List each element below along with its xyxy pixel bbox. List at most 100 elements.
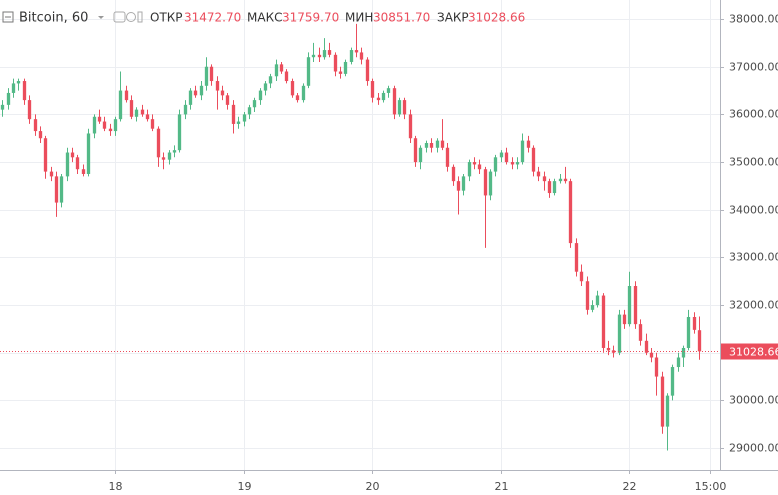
candle-body [408, 114, 413, 139]
candle-body [392, 88, 397, 115]
candle-body [193, 90, 198, 96]
candle-body [579, 271, 584, 282]
last-price-box [721, 343, 778, 360]
candle-body [225, 95, 230, 105]
candle-body [542, 176, 547, 182]
legend-value: 31759.70 [282, 11, 339, 25]
candle-body [33, 119, 38, 132]
settings-icon[interactable] [126, 12, 136, 22]
candle-body [333, 54, 338, 72]
candle-body [70, 152, 75, 158]
close-icon[interactable] [137, 11, 143, 23]
candle-body [188, 90, 193, 105]
candle-body [670, 367, 675, 396]
candle-body [220, 90, 225, 96]
candle-body [638, 324, 643, 341]
candle-body [649, 352, 654, 358]
candle-body [247, 107, 252, 115]
candle-body [397, 100, 402, 115]
candle-body [215, 81, 220, 91]
y-tick-label: 38000.00 [729, 13, 778, 26]
candle-body [697, 330, 702, 352]
candle-body [22, 81, 27, 101]
candle-body [263, 83, 268, 91]
candle-body [526, 140, 531, 148]
candle-body [183, 104, 188, 115]
candle-body [456, 181, 461, 191]
candle-body [236, 121, 241, 124]
candle-body [376, 97, 381, 101]
candle-body [118, 90, 123, 120]
candle-body [209, 66, 214, 82]
candle-body [274, 64, 279, 77]
plot [0, 23, 720, 451]
candle-body [365, 59, 370, 82]
candle-body [167, 152, 172, 160]
candle-body [413, 138, 418, 163]
candle-body [574, 243, 579, 272]
candle-body [515, 162, 520, 165]
symbol-title: Bitcoin, 60 [19, 11, 88, 26]
candle-body [284, 71, 289, 82]
eye-icon[interactable] [113, 11, 126, 23]
candle-body [290, 81, 295, 96]
candle-body [499, 152, 504, 158]
candle-body [585, 281, 590, 310]
candle-body [381, 92, 386, 101]
candle-body [27, 100, 32, 120]
candle-body [563, 178, 568, 182]
candle-body [49, 171, 54, 177]
candle-body [311, 54, 316, 58]
candle-body [435, 140, 440, 148]
candle-body [451, 166, 456, 182]
candle-body [467, 162, 472, 177]
x-tick-label: 15:00 [695, 480, 727, 493]
candle-body [102, 121, 107, 129]
candle-body [54, 176, 59, 203]
candle-body [354, 50, 359, 53]
candle-body [349, 50, 354, 62]
candle-body [558, 178, 563, 182]
candle-body [676, 357, 681, 368]
x-tick-label: 22 [623, 480, 637, 493]
legend-label: ЗАКР [437, 11, 469, 25]
candle-body [493, 157, 498, 172]
candle-body [429, 143, 434, 148]
candle-body [552, 181, 557, 194]
candle-body [199, 85, 204, 96]
candle-body [327, 50, 332, 55]
y-tick-label: 35000.00 [729, 156, 778, 169]
dropdown-icon[interactable] [98, 16, 104, 19]
candle-body [520, 140, 525, 163]
y-tick-label: 37000.00 [729, 61, 778, 74]
candle-body [338, 71, 343, 74]
candle-body [504, 152, 509, 163]
candle-body [295, 95, 300, 101]
candle-body [627, 286, 632, 325]
y-tick-label: 30000.00 [729, 394, 778, 407]
candle-body [686, 316, 691, 348]
header: Bitcoin, 60 ОТКР 31472.70 МАКС 31759.70 … [2, 11, 525, 26]
y-tick-label: 36000.00 [729, 108, 778, 121]
candle-body [258, 90, 263, 101]
candle-body [418, 147, 423, 163]
candle-body [445, 147, 450, 167]
candle-body [16, 81, 21, 84]
candle-body [242, 114, 247, 122]
y-tick-label: 34000.00 [729, 204, 778, 217]
candle-body [611, 350, 616, 353]
candle-body [402, 100, 407, 115]
candle-body [477, 164, 482, 170]
candle-body [633, 286, 638, 325]
candle-body [510, 162, 515, 165]
candle-body [461, 176, 466, 191]
candle-body [536, 171, 541, 177]
candle-body [156, 128, 161, 158]
candle-body [43, 138, 48, 172]
collapse-icon[interactable] [2, 11, 14, 23]
candle-body [124, 90, 129, 101]
candle-body [86, 133, 91, 174]
candle-body [113, 119, 118, 132]
legend-label: МИН [345, 11, 373, 25]
candle-body [370, 81, 375, 98]
